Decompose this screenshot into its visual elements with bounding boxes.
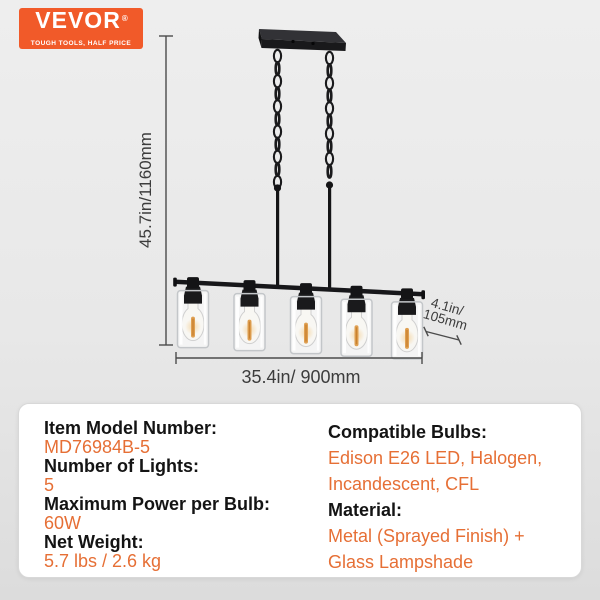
bar-collar [350, 285, 363, 297]
spec-label: Net Weight: [44, 532, 144, 552]
spec-label: Number of Lights: [44, 456, 199, 476]
chain-link-icon [272, 73, 283, 89]
pendant-shade [176, 277, 210, 349]
chain-link-icon [324, 151, 335, 167]
width-dimension [175, 352, 423, 364]
chain-link-icon [272, 99, 283, 114]
glass-outline [289, 295, 323, 355]
chain-link-icon [274, 111, 281, 127]
bulb-socket [240, 289, 259, 307]
bulb-socket [184, 286, 202, 304]
hanging-chain-left [272, 48, 283, 190]
chain-link-icon [324, 101, 335, 116]
spec-value: 5 [44, 475, 55, 495]
width-dimension-label: 35.4in/ 900mm [241, 367, 360, 387]
chain-link-icon [272, 149, 283, 165]
chain-link-icon [272, 124, 283, 139]
spec-label: Material: [328, 500, 403, 520]
chain-link-icon [326, 113, 333, 129]
bar-collar [300, 283, 312, 295]
height-dimension [159, 35, 173, 346]
chain-link-icon [326, 163, 333, 179]
bar-collar [401, 288, 413, 300]
bar-collar [187, 277, 199, 289]
hanging-chains [272, 48, 335, 190]
chain-link-icon [326, 88, 333, 104]
glass-outline [340, 298, 373, 357]
spec-value: Edison E26 LED, Halogen, Incandescent, C… [328, 448, 543, 494]
chain-link-icon [274, 61, 281, 77]
chain-link-icon [272, 48, 283, 64]
spec-column-left: Item Model Number: MD76984B-5 Number of … [44, 419, 328, 577]
spec-value: 60W [44, 513, 82, 533]
support-rod-right [325, 181, 334, 290]
logo-tagline: TOUGH TOOLS, HALF PRICE [30, 40, 132, 47]
bulb-socket [398, 297, 416, 315]
screw-icon [311, 41, 315, 46]
chain-link-icon [324, 50, 335, 66]
pendant-shade [390, 288, 424, 360]
pendant-shade [233, 280, 266, 352]
spec-value: 5.7 lbs / 2.6 kg [44, 551, 162, 571]
hanging-chain-right [324, 50, 335, 179]
chain-link-icon [324, 126, 335, 141]
spec-label: Item Model Number: [44, 418, 218, 438]
spec-value: MD76984B-5 [44, 437, 151, 457]
screw-icon [291, 39, 295, 44]
spec-value: Metal (Sprayed Finish) + Glass Lampshade [328, 526, 525, 572]
logo-text: VEVOR® [35, 7, 128, 33]
registered-mark-icon: ® [121, 14, 128, 23]
chain-link-icon [324, 75, 335, 91]
spec-card: Item Model Number: MD76984B-5 Number of … [18, 403, 582, 578]
pendant-shade [289, 283, 323, 355]
chain-link-icon [274, 161, 281, 177]
chain-link-icon [274, 86, 281, 102]
support-rod-left [273, 184, 282, 287]
spec-column-right: Compatible Bulbs: Edison E26 LED, Haloge… [328, 419, 573, 577]
bar-collar [243, 280, 256, 292]
spec-label: Compatible Bulbs: [328, 422, 488, 442]
glass-outline [233, 292, 266, 352]
chain-link-icon [274, 136, 281, 152]
spec-label: Maximum Power per Bulb: [44, 494, 271, 514]
depth-dimension [423, 326, 462, 345]
bulb-socket [297, 292, 315, 310]
pendant-shade [340, 285, 373, 357]
height-dimension-label: 45.7in/1160mm [136, 132, 155, 248]
glass-outline [390, 301, 424, 360]
chain-link-icon [326, 63, 333, 79]
bulb-socket [347, 295, 366, 313]
chain-link-icon [326, 138, 333, 154]
ceiling-canopy [258, 29, 346, 51]
glass-outline [176, 289, 210, 349]
vevor-logo: VEVOR® TOUGH TOOLS, HALF PRICE [19, 8, 143, 49]
